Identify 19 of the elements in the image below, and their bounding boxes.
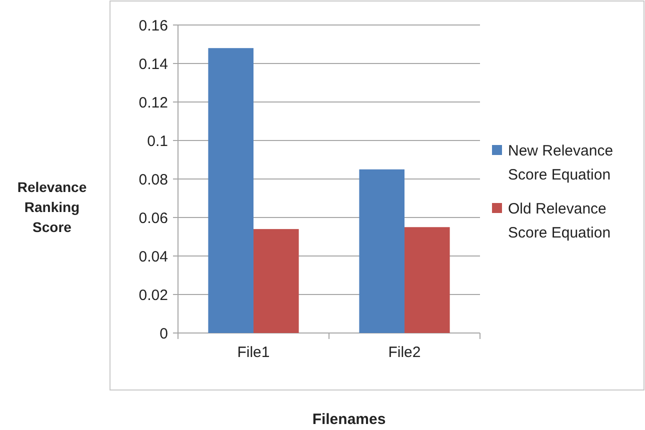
bar <box>208 48 254 333</box>
y-tick-label: 0.12 <box>138 94 168 112</box>
bar <box>359 169 404 333</box>
y-tick-label: 0.02 <box>138 286 168 304</box>
legend-label: Old Relevance Score Equation <box>508 200 611 242</box>
y-tick-label: 0.14 <box>138 56 168 73</box>
y-tick-label: 0.1 <box>147 132 168 150</box>
y-tick-label: 0.16 <box>138 17 168 34</box>
legend-label: New Relevance Score Equation <box>508 142 614 184</box>
y-tick-label: 0 <box>160 325 168 342</box>
x-axis-title: Filenames <box>312 411 386 428</box>
y-tick-label: 0.08 <box>138 171 168 188</box>
bar <box>404 227 450 333</box>
bar <box>254 229 299 333</box>
x-tick-label: File2 <box>388 344 421 361</box>
y-axis-title: Relevance Ranking Score <box>17 179 87 235</box>
y-tick-label: 0.06 <box>138 210 168 227</box>
x-tick-label: File1 <box>237 344 270 361</box>
y-tick-label: 0.04 <box>138 248 168 266</box>
